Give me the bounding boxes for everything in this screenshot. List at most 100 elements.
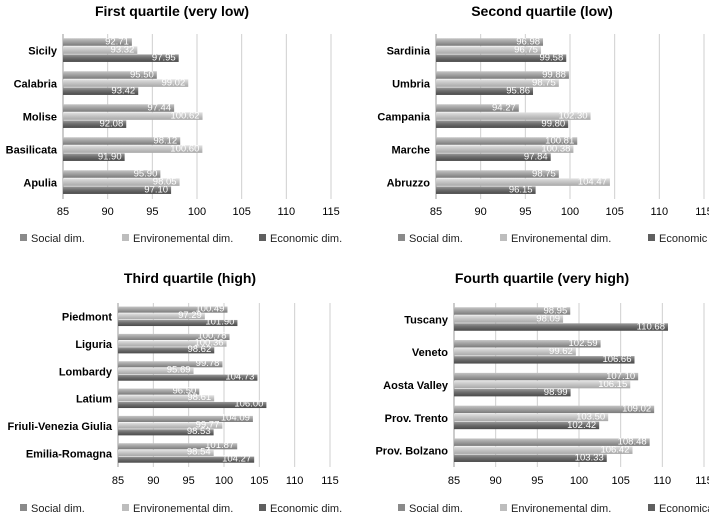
- data-label: 106.42: [600, 445, 629, 456]
- legend-label: Economic dim.: [270, 233, 342, 245]
- x-tick-label: 95: [183, 475, 195, 487]
- x-tick-label: 105: [605, 206, 623, 218]
- legend-swatch: [20, 504, 27, 511]
- data-label: 91.90: [98, 152, 122, 163]
- environmental-bar: [63, 112, 203, 120]
- category-label: Calabria: [14, 79, 58, 91]
- economic-bar: [436, 186, 536, 194]
- data-label: 93.42: [111, 86, 135, 97]
- data-label: 97.29: [178, 310, 202, 321]
- category-label: Veneto: [412, 347, 448, 359]
- economic-bar: [118, 374, 258, 381]
- environmental-bar: [118, 422, 223, 429]
- data-label: 99.78: [196, 358, 220, 369]
- x-tick-label: 100: [215, 475, 233, 487]
- category-label: Friuli-Venezia Giulia: [7, 421, 112, 433]
- data-label: 98.62: [187, 344, 211, 355]
- economic-bar: [63, 120, 127, 128]
- social-bar: [436, 170, 559, 178]
- environmental-bar: [118, 395, 215, 402]
- social-bar: [454, 438, 650, 446]
- legend-swatch: [122, 234, 129, 241]
- economic-bar: [63, 186, 172, 194]
- x-tick-label: 95: [531, 475, 543, 487]
- data-label: 97.10: [144, 185, 168, 196]
- economic-bar: [454, 454, 607, 462]
- data-label: 98.09: [536, 313, 560, 324]
- social-bar: [118, 361, 223, 368]
- economic-bar: [118, 429, 214, 436]
- data-label: 97.95: [152, 53, 176, 64]
- environmental-bar: [118, 367, 194, 375]
- x-tick-label: 95: [146, 206, 158, 218]
- legend-label: Social dim.: [409, 233, 463, 245]
- economic-bar: [454, 323, 668, 331]
- social-bar: [63, 38, 132, 46]
- data-label: 98.99: [544, 387, 568, 398]
- category-label: Abruzzo: [387, 178, 431, 190]
- social-bar: [63, 104, 175, 112]
- data-label: 98.12: [153, 135, 177, 146]
- social-bar: [118, 443, 238, 450]
- category-label: Piedmont: [62, 312, 112, 324]
- category-label: Prov. Bolzano: [375, 446, 448, 458]
- x-tick-label: 95: [519, 206, 531, 218]
- data-label: 99.62: [549, 346, 573, 357]
- data-label: 100.60: [170, 143, 199, 154]
- environmental-bar: [436, 145, 574, 153]
- data-label: 98.61: [187, 392, 211, 403]
- data-label: 106.00: [234, 399, 263, 410]
- x-tick-label: 90: [475, 206, 487, 218]
- legend-swatch: [259, 234, 266, 241]
- x-tick-label: 90: [102, 206, 114, 218]
- data-label: 102.30: [558, 110, 587, 121]
- environmental-bar: [118, 449, 214, 457]
- social-bar: [118, 333, 230, 340]
- data-label: 96.15: [509, 185, 533, 196]
- data-label: 100.81: [545, 135, 574, 146]
- environmental-bar: [63, 79, 189, 87]
- economic-bar: [118, 319, 238, 327]
- data-label: 100.38: [541, 143, 570, 154]
- x-tick-label: 90: [490, 475, 502, 487]
- chart-title: Third quartile (high): [124, 270, 256, 286]
- data-label: 97.84: [524, 152, 548, 163]
- category-label: Liguria: [75, 339, 113, 351]
- data-label: 101.90: [205, 317, 234, 328]
- social-bar: [454, 340, 601, 348]
- category-label: Prov. Trento: [385, 413, 449, 425]
- data-label: 109.02: [622, 404, 651, 415]
- environmental-bar: [454, 348, 576, 356]
- legend-label: Economical dim.: [659, 503, 709, 515]
- legend-swatch: [398, 234, 405, 241]
- x-tick-label: 105: [250, 475, 268, 487]
- social-bar: [436, 104, 519, 112]
- social-bar: [118, 415, 253, 422]
- data-label: 99.88: [542, 69, 566, 80]
- economic-bar: [63, 87, 139, 95]
- data-label: 94.27: [492, 102, 516, 113]
- legend-label: Economic dim.: [270, 503, 342, 515]
- social-bar: [63, 71, 157, 79]
- environmental-bar: [118, 313, 205, 320]
- data-label: 96.75: [514, 44, 538, 55]
- category-label: Lombardy: [59, 366, 113, 378]
- data-label: 99.02: [161, 77, 185, 88]
- economic-bar: [436, 54, 567, 62]
- legend-label: Social dim.: [31, 503, 85, 515]
- x-tick-label: 110: [286, 475, 304, 487]
- data-label: 108.48: [618, 437, 647, 448]
- data-label: 99.77: [196, 419, 220, 430]
- data-label: 100.78: [197, 331, 226, 342]
- environmental-bar: [436, 46, 541, 54]
- x-tick-label: 85: [112, 475, 124, 487]
- legend-label: Environemental dim.: [133, 503, 233, 515]
- data-label: 107.10: [606, 371, 635, 382]
- x-tick-label: 115: [695, 206, 709, 218]
- x-tick-label: 100: [188, 206, 206, 218]
- data-label: 95.50: [130, 69, 154, 80]
- data-label: 102.59: [569, 338, 598, 349]
- environmental-bar: [436, 112, 591, 120]
- data-label: 98.05: [153, 176, 177, 187]
- social-bar: [436, 137, 578, 145]
